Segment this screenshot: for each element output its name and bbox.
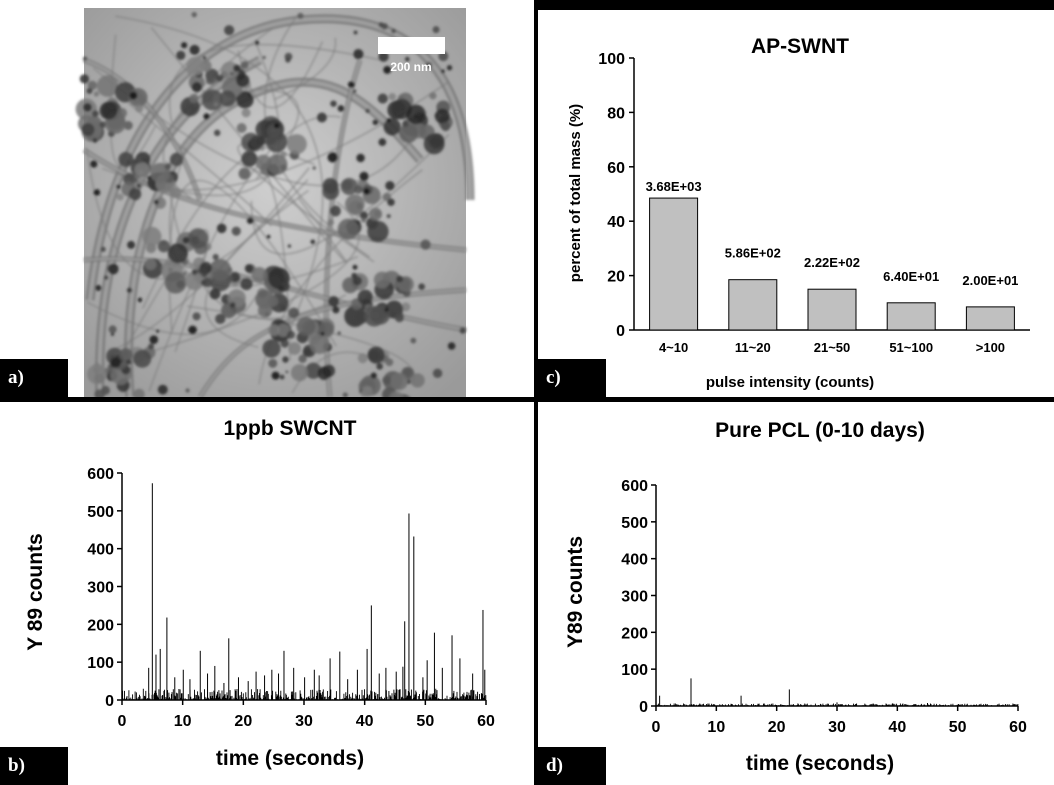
chart-d-xlabel: time (seconds) (746, 752, 894, 775)
chart-c-xtick-label: 21~50 (814, 340, 851, 355)
chart-b-ytick-label: 100 (87, 655, 114, 672)
chart-d-xtick-label: 50 (949, 719, 967, 736)
chart-d-xtick-label: 60 (1009, 719, 1027, 736)
chart-c-data-label: 2.00E+01 (962, 273, 1018, 288)
chart-b-xtick-label: 0 (118, 713, 127, 730)
scale-bar-label: 200 nm (390, 60, 431, 74)
chart-b-ylabel: Y 89 counts (24, 533, 47, 651)
chart-b-xtick-label: 40 (356, 713, 374, 730)
chart-c-bar (728, 279, 778, 331)
chart-d-ytick-label: 0 (639, 699, 648, 716)
chart-c-ytick-label: 20 (607, 269, 625, 286)
chart-d-ytick-label: 300 (621, 589, 648, 606)
chart-b-title: 1ppb SWCNT (224, 417, 357, 440)
chart-b-xtick-label: 50 (416, 713, 434, 730)
chart-b-ytick-label: 500 (87, 504, 114, 521)
chart-c-bar (886, 302, 936, 331)
chart-c-data-label: 5.86E+02 (725, 246, 781, 261)
chart-b-xtick-label: 60 (477, 713, 495, 730)
chart-c-data-label: 2.22E+02 (804, 255, 860, 270)
panel-b-tag: b) (0, 747, 68, 785)
chart-b-ytick-label: 600 (87, 466, 114, 483)
chart-d-ytick-label: 100 (621, 662, 648, 679)
panel-c: AP-SWNT pulse intensity (counts) percent… (538, 10, 1054, 397)
chart-c-data-label: 3.68E+03 (646, 179, 702, 194)
chart-c-xtick-label: 11~20 (735, 340, 771, 355)
chart-d-ylabel: Y89 counts (564, 536, 587, 648)
chart-d-ytick-label: 400 (621, 552, 648, 569)
chart-c-bar (649, 197, 699, 331)
chart-d-xtick-label: 0 (652, 719, 661, 736)
panel-b: 1ppb SWCNT time (seconds) Y 89 counts 0 1… (0, 402, 534, 785)
chart-b-ytick-label: 400 (87, 542, 114, 559)
chart-b-baseline-noise (121, 688, 487, 700)
scale-bar (378, 37, 445, 54)
chart-b-xtick-label: 30 (295, 713, 313, 730)
chart-c-ytick-label: 0 (616, 323, 625, 340)
chart-c-ytick-label: 100 (598, 51, 625, 68)
chart-c-bar (965, 306, 1015, 331)
chart-c-ylabel: percent of total mass (%) (567, 104, 584, 282)
panel-d-tag: d) (538, 747, 606, 785)
chart-d: Pure PCL (0-10 days) time (seconds) Y89 … (564, 419, 1027, 775)
chart-d-ytick-label: 200 (621, 625, 648, 642)
chart-c-xtick-label: 51~100 (889, 340, 933, 355)
chart-c-ytick-label: 60 (607, 160, 625, 177)
chart-b-ytick-label: 200 (87, 617, 114, 634)
tem-image: 200 nm (75, 8, 475, 397)
chart-d-xtick-label: 20 (768, 719, 786, 736)
chart-c-xtick-label: >100 (976, 340, 1005, 355)
panel-a: 200 nm a) (0, 0, 534, 397)
chart-b-ytick-label: 0 (105, 693, 114, 710)
chart-d-ytick-label: 600 (621, 478, 648, 495)
chart-b-xtick-label: 20 (234, 713, 252, 730)
chart-c-ytick-label: 40 (607, 214, 625, 231)
panel-a-tag: a) (0, 359, 68, 397)
chart-c-xtick-label: 4~10 (659, 340, 688, 355)
chart-b: 1ppb SWCNT time (seconds) Y 89 counts 0 1… (24, 417, 495, 770)
chart-c-bar (807, 288, 857, 331)
chart-d-title: Pure PCL (0-10 days) (715, 419, 925, 442)
chart-d-xtick-label: 10 (707, 719, 725, 736)
panel-d: Pure PCL (0-10 days) time (seconds) Y89 … (538, 402, 1054, 785)
chart-c-ytick-label: 80 (607, 105, 625, 122)
chart-c-title: AP-SWNT (751, 35, 849, 58)
chart-d-baseline-noise (655, 703, 1019, 706)
chart-d-xtick-label: 40 (888, 719, 906, 736)
chart-c: AP-SWNT pulse intensity (counts) percent… (567, 35, 1030, 391)
chart-d-xtick-label: 30 (828, 719, 846, 736)
chart-b-xlabel: time (seconds) (216, 747, 364, 770)
chart-b-ytick-label: 300 (87, 580, 114, 597)
chart-b-xtick-label: 10 (174, 713, 192, 730)
chart-d-ytick-label: 500 (621, 515, 648, 532)
chart-c-xlabel: pulse intensity (counts) (706, 374, 874, 391)
panel-c-tag: c) (538, 359, 606, 397)
chart-c-data-label: 6.40E+01 (883, 269, 939, 284)
